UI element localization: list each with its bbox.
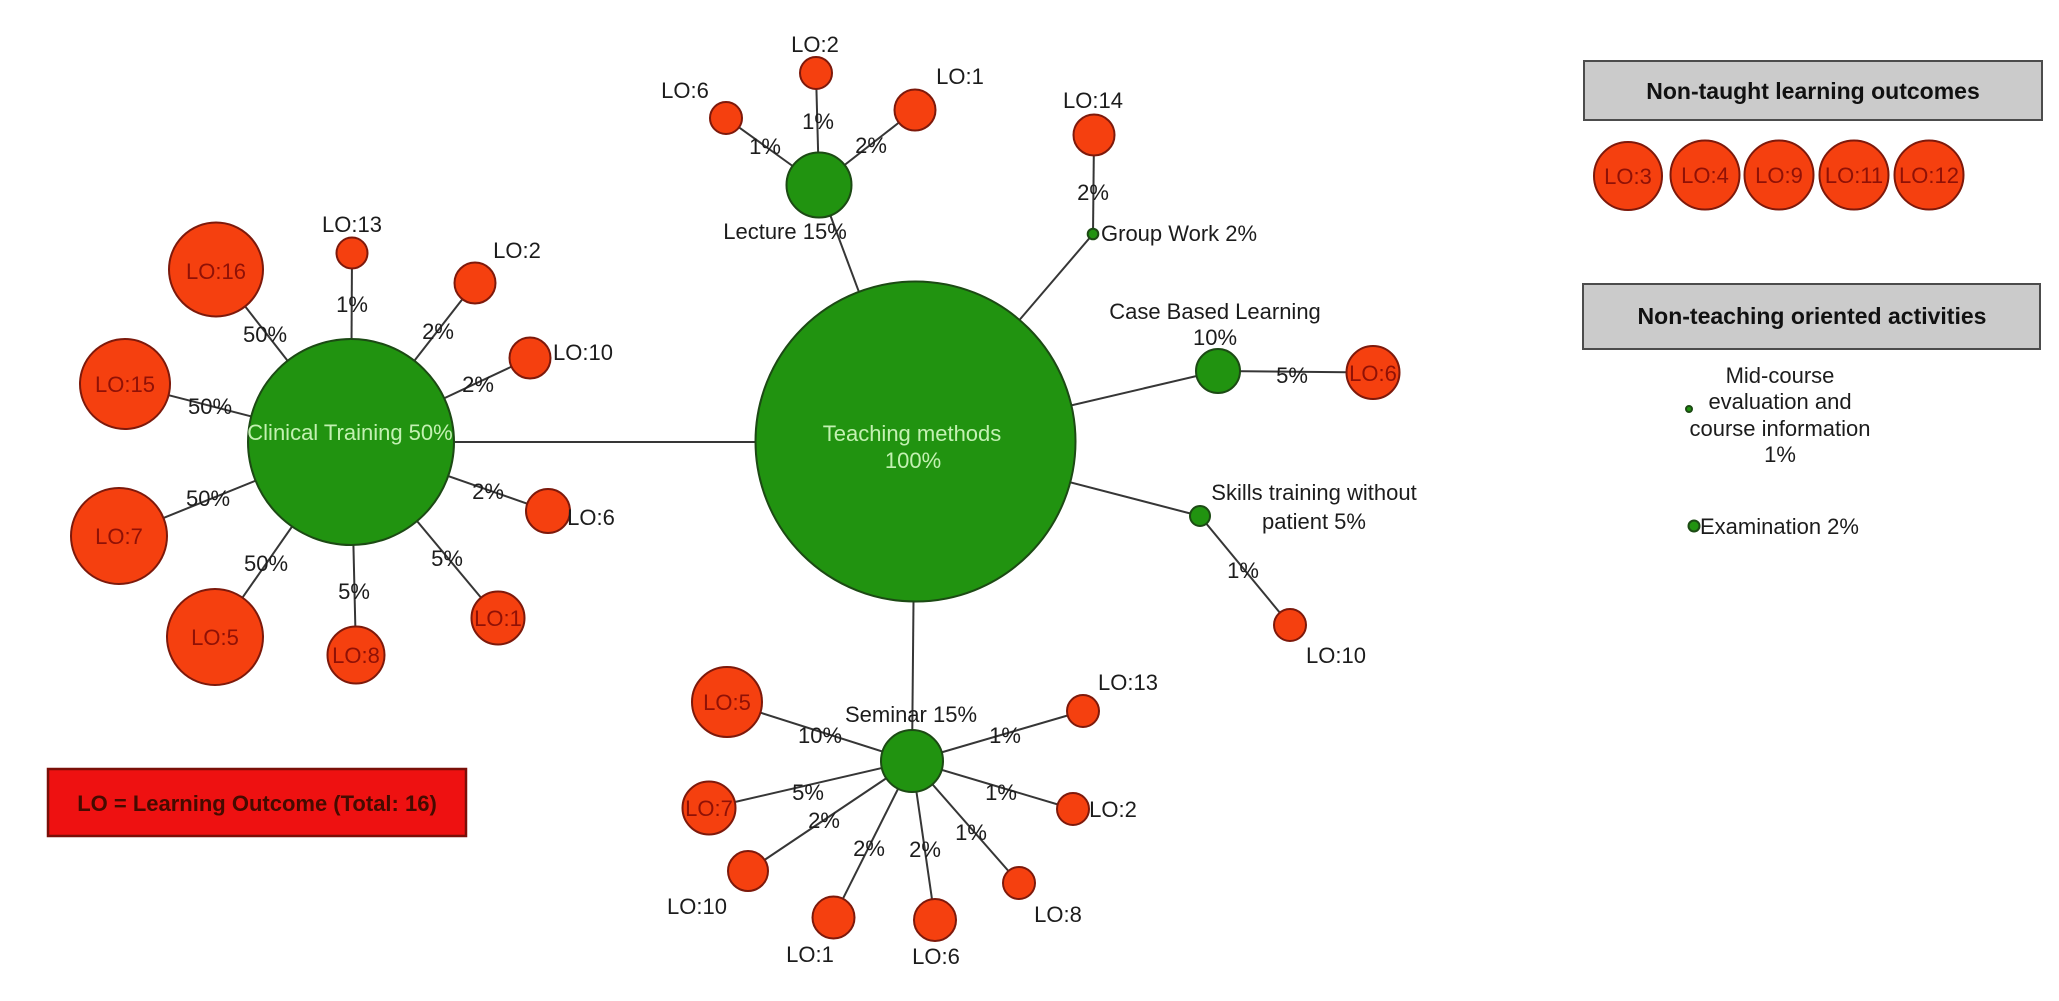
svg-text:2%: 2% [462,372,494,397]
svg-text:Teaching methods: Teaching methods [823,421,1002,446]
svg-text:10%: 10% [798,723,842,748]
svg-text:LO:1: LO:1 [936,64,984,89]
svg-text:LO:13: LO:13 [322,212,382,237]
svg-text:Group Work 2%: Group Work 2% [1101,221,1257,246]
svg-text:LO:2: LO:2 [493,238,541,263]
svg-text:100%: 100% [885,448,941,473]
svg-text:LO:5: LO:5 [191,625,239,650]
svg-text:LO:14: LO:14 [1063,88,1123,113]
svg-text:Mid-course: Mid-course [1726,363,1835,388]
svg-text:10%: 10% [1193,325,1237,350]
svg-text:LO = Learning Outcome (Total:: LO = Learning Outcome (Total: 16) [77,791,437,816]
svg-text:LO:2: LO:2 [1089,797,1137,822]
svg-text:2%: 2% [422,319,454,344]
svg-text:LO:5: LO:5 [703,690,751,715]
svg-text:1%: 1% [985,780,1017,805]
svg-text:2%: 2% [909,837,941,862]
svg-text:LO:6: LO:6 [567,505,615,530]
svg-text:LO:1: LO:1 [786,942,834,967]
svg-text:LO:10: LO:10 [667,894,727,919]
svg-text:1%: 1% [802,109,834,134]
svg-text:2%: 2% [1077,180,1109,205]
svg-text:5%: 5% [1276,363,1308,388]
svg-text:50%: 50% [186,486,230,511]
svg-text:LO:16: LO:16 [186,259,246,284]
svg-text:LO:1: LO:1 [474,606,522,631]
svg-text:Non-taught learning outcomes: Non-taught learning outcomes [1646,78,1980,104]
svg-text:LO:7: LO:7 [685,796,733,821]
svg-text:5%: 5% [431,546,463,571]
svg-text:2%: 2% [853,836,885,861]
svg-text:LO:6: LO:6 [1349,361,1397,386]
svg-text:2%: 2% [472,479,504,504]
svg-text:LO:4: LO:4 [1681,163,1729,188]
svg-text:50%: 50% [188,394,232,419]
svg-text:Skills training without: Skills training without [1211,480,1416,505]
svg-text:50%: 50% [243,322,287,347]
svg-text:evaluation and: evaluation and [1708,389,1851,414]
svg-text:LO:2: LO:2 [791,32,839,57]
svg-text:LO:7: LO:7 [95,524,143,549]
svg-text:1%: 1% [749,134,781,159]
svg-text:2%: 2% [855,133,887,158]
svg-text:LO:8: LO:8 [332,643,380,668]
svg-text:LO:13: LO:13 [1098,670,1158,695]
svg-text:LO:12: LO:12 [1899,163,1959,188]
svg-text:Lecture 15%: Lecture 15% [723,219,847,244]
svg-text:LO:6: LO:6 [661,78,709,103]
svg-text:Case Based Learning: Case Based Learning [1109,299,1321,324]
svg-text:5%: 5% [792,780,824,805]
svg-text:1%: 1% [1764,442,1796,467]
svg-text:patient 5%: patient 5% [1262,509,1366,534]
svg-text:1%: 1% [1227,558,1259,583]
svg-text:course information: course information [1690,416,1871,441]
svg-text:LO:9: LO:9 [1755,163,1803,188]
svg-text:5%: 5% [338,579,370,604]
svg-text:1%: 1% [989,723,1021,748]
svg-text:1%: 1% [336,292,368,317]
svg-text:LO:10: LO:10 [1306,643,1366,668]
svg-text:LO:8: LO:8 [1034,902,1082,927]
svg-text:LO:3: LO:3 [1604,164,1652,189]
svg-text:LO:10: LO:10 [553,340,613,365]
svg-text:Non-teaching oriented activiti: Non-teaching oriented activities [1638,303,1987,329]
svg-text:LO:15: LO:15 [95,372,155,397]
svg-text:Examination 2%: Examination 2% [1700,514,1859,539]
svg-text:50%: 50% [244,551,288,576]
svg-text:2%: 2% [808,808,840,833]
svg-text:Clinical Training 50%: Clinical Training 50% [247,420,452,445]
svg-text:Seminar 15%: Seminar 15% [845,702,977,727]
svg-text:LO:11: LO:11 [1825,163,1883,188]
svg-text:LO:6: LO:6 [912,944,960,969]
svg-text:1%: 1% [955,820,987,845]
